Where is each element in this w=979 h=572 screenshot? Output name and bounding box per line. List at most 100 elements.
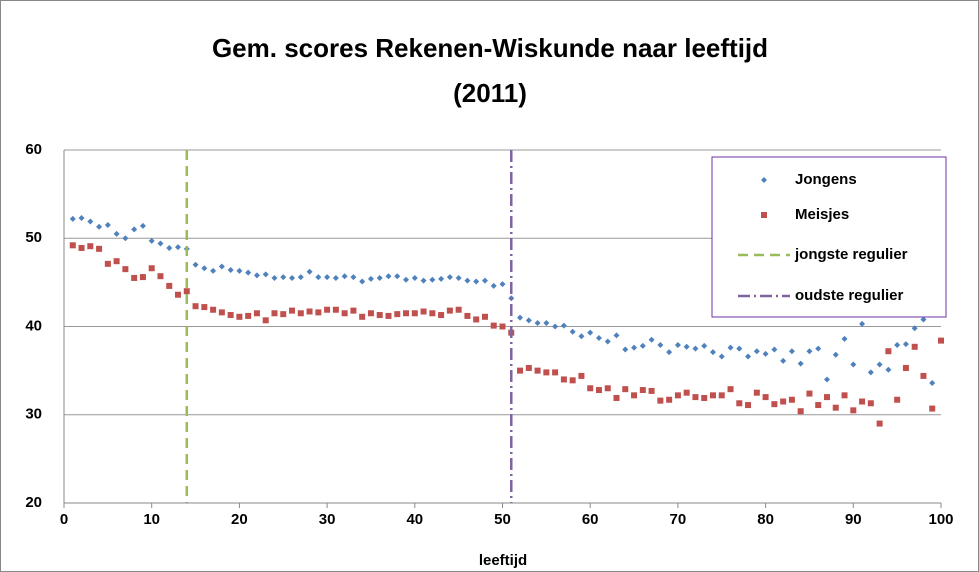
point [464, 312, 471, 319]
point [797, 360, 804, 367]
chart-title: Gem. scores Rekenen-Wiskunde naar leefti… [212, 33, 768, 63]
point [797, 408, 804, 415]
point [613, 394, 620, 401]
point [832, 351, 839, 358]
point [78, 214, 85, 221]
point [718, 392, 725, 399]
point [902, 341, 909, 348]
point [280, 311, 287, 318]
point [604, 385, 611, 392]
point [420, 308, 427, 315]
point [850, 407, 857, 414]
legend-box [711, 156, 947, 318]
point [201, 304, 208, 311]
point [227, 312, 234, 319]
point [666, 349, 673, 356]
point [762, 350, 769, 357]
point [139, 222, 146, 229]
point [332, 306, 339, 313]
point [894, 342, 901, 349]
point [788, 348, 795, 355]
point [841, 392, 848, 399]
point [552, 369, 559, 376]
point [218, 309, 225, 316]
legend-label: Jongens [795, 171, 857, 188]
point [113, 230, 120, 237]
point [69, 242, 76, 249]
point [823, 394, 830, 401]
point [446, 274, 453, 281]
x-tick-label: 0 [60, 511, 68, 528]
point [885, 366, 892, 373]
point [832, 404, 839, 411]
point [929, 379, 936, 386]
point [622, 386, 629, 393]
point [455, 274, 462, 281]
point [122, 235, 129, 242]
point [753, 348, 760, 355]
point [455, 306, 462, 313]
point [727, 344, 734, 351]
point [245, 269, 252, 276]
point [262, 271, 269, 278]
y-tick-label: 30 [25, 406, 42, 423]
point [859, 320, 866, 327]
point [894, 396, 901, 403]
point [175, 244, 182, 251]
point [166, 282, 173, 289]
point [771, 346, 778, 353]
point [315, 309, 322, 316]
point [148, 237, 155, 244]
point [578, 372, 585, 379]
point [218, 263, 225, 270]
point [499, 281, 506, 288]
point [517, 314, 524, 321]
point [780, 357, 787, 364]
point [271, 310, 278, 317]
point [727, 386, 734, 393]
legend-marker [761, 212, 767, 218]
point [236, 313, 243, 320]
point [359, 313, 366, 320]
point [289, 274, 296, 281]
point [639, 387, 646, 394]
legend-marker [761, 177, 767, 183]
legend-label: Meisjes [795, 206, 849, 223]
point [631, 344, 638, 351]
x-tick-label: 90 [845, 511, 862, 528]
point [104, 260, 111, 267]
point [104, 222, 111, 229]
y-tick-label: 20 [25, 494, 42, 511]
point [96, 223, 103, 230]
point [709, 392, 716, 399]
point [245, 312, 252, 319]
point [692, 345, 699, 352]
point [674, 342, 681, 349]
point [376, 274, 383, 281]
point [332, 274, 339, 281]
point [569, 328, 576, 335]
point [631, 392, 638, 399]
point [183, 288, 190, 295]
point [920, 316, 927, 323]
point [367, 310, 374, 317]
point [157, 240, 164, 247]
point [341, 273, 348, 280]
point [569, 377, 576, 384]
point [657, 342, 664, 349]
x-tick-label: 50 [494, 511, 511, 528]
point [815, 402, 822, 409]
point [87, 243, 94, 250]
point [438, 312, 445, 319]
point [788, 396, 795, 403]
point [139, 274, 146, 281]
point [411, 274, 418, 281]
point [639, 342, 646, 349]
point [657, 397, 664, 404]
point [771, 401, 778, 408]
x-tick-label: 40 [406, 511, 423, 528]
point [753, 389, 760, 396]
point [736, 345, 743, 352]
point [490, 282, 497, 289]
point [481, 277, 488, 284]
